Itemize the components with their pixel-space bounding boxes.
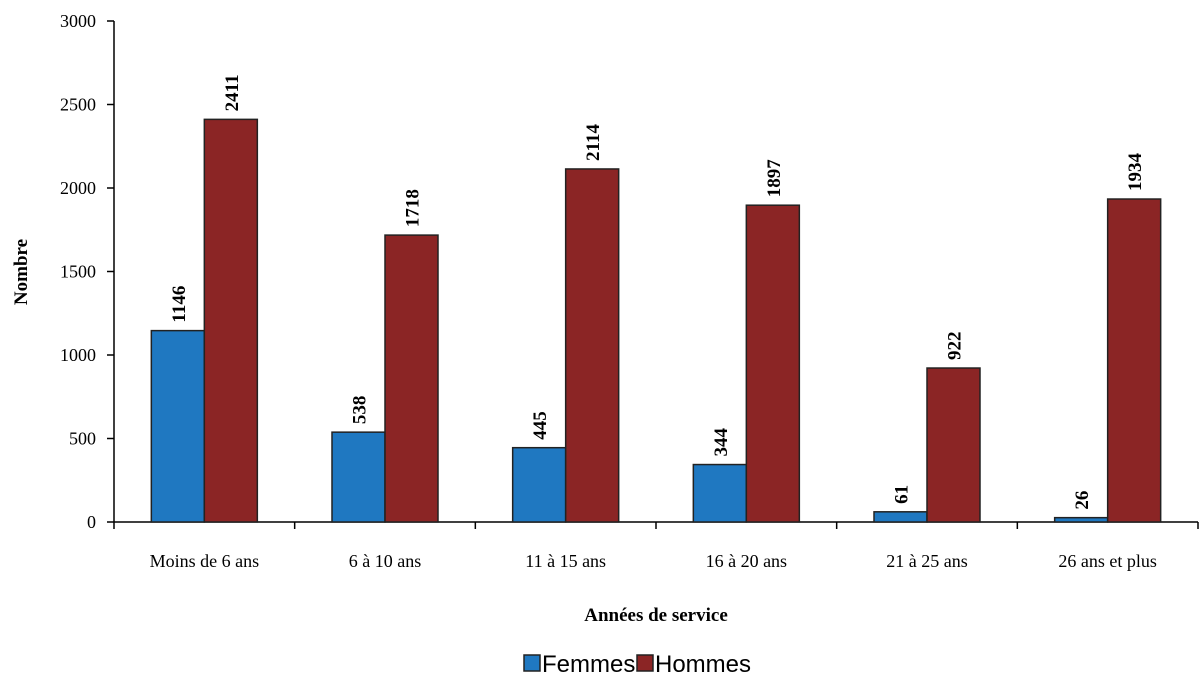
bar-femmes xyxy=(692,463,748,523)
bar-hommes xyxy=(745,204,801,523)
data-label: 1934 xyxy=(1125,153,1146,192)
bar-hommes xyxy=(384,234,439,523)
data-label: 445 xyxy=(530,411,551,440)
data-label: 1146 xyxy=(169,286,190,323)
data-label: 61 xyxy=(892,485,913,504)
x-tick-label: 26 ans et plus xyxy=(1058,551,1157,571)
data-label: 1897 xyxy=(764,159,785,198)
x-tick-label: Moins de 6 ans xyxy=(150,551,260,571)
bar-femmes xyxy=(150,329,206,523)
data-label: 2411 xyxy=(222,74,243,111)
legend-label-hommes: Hommes xyxy=(655,651,751,678)
x-tick-label: 16 à 20 ans xyxy=(706,551,787,571)
y-tick-label: 1500 xyxy=(60,262,96,282)
data-label: 26 xyxy=(1072,491,1093,510)
data-label: 538 xyxy=(350,396,371,425)
x-tick-label: 11 à 15 ans xyxy=(525,551,606,571)
y-tick-label: 2000 xyxy=(60,178,96,198)
y-tick-label: 1000 xyxy=(60,345,96,365)
data-label: 1718 xyxy=(403,189,424,227)
data-label: 2114 xyxy=(583,124,604,161)
bar-hommes xyxy=(926,367,981,523)
bar-hommes xyxy=(564,168,620,523)
bar-hommes xyxy=(203,118,259,523)
bar-femmes xyxy=(331,431,386,523)
x-axis-title: Années de service xyxy=(584,605,728,626)
x-tick-label: 21 à 25 ans xyxy=(886,551,967,571)
data-label: 344 xyxy=(711,428,732,457)
y-tick-label: 2500 xyxy=(60,95,96,115)
y-tick-label: 3000 xyxy=(60,11,96,31)
bar-femmes xyxy=(1053,516,1109,523)
x-tick-label: 6 à 10 ans xyxy=(349,551,421,571)
y-tick-label: 500 xyxy=(69,429,96,449)
bar-femmes xyxy=(511,446,567,523)
bar-femmes xyxy=(873,511,928,523)
y-axis: 0 500 1000 1500 2000 2500 3000 xyxy=(60,11,115,532)
legend-swatch-hommes xyxy=(636,654,654,672)
data-labels: 1146 2411 538 1718 445 2114 344 1897 61 922 26 1934 xyxy=(169,74,1146,509)
bar-hommes xyxy=(1106,198,1162,523)
data-label: 922 xyxy=(945,332,966,361)
y-axis-title: Nombre xyxy=(11,239,32,305)
legend-label-femmes: Femmes xyxy=(542,651,635,678)
y-tick-label: 0 xyxy=(87,512,96,532)
legend: Femmes Hommes xyxy=(523,651,751,678)
legend-swatch-femmes xyxy=(523,654,541,672)
bars xyxy=(150,118,1162,523)
x-axis: Moins de 6 ans 6 à 10 ans 11 à 15 ans 16 à … xyxy=(113,521,1199,571)
